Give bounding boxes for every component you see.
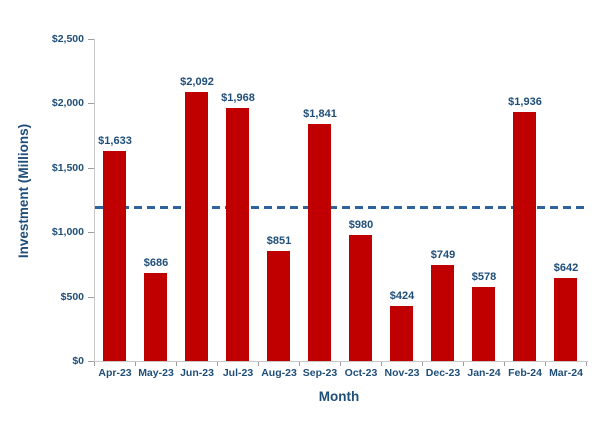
x-tick-label: May-23	[138, 367, 174, 379]
bar-value-label: $749	[430, 249, 456, 261]
y-axis-line	[94, 39, 95, 362]
bar	[349, 235, 372, 361]
bar	[554, 278, 577, 361]
x-tick	[340, 362, 341, 366]
average-reference-line	[95, 206, 588, 209]
x-tick-label: Dec-23	[425, 367, 461, 379]
y-tick	[88, 361, 94, 362]
x-tick	[299, 362, 300, 366]
y-tick-label: $2,000	[51, 97, 84, 109]
bar	[513, 112, 536, 361]
bar-value-label: $1,633	[98, 135, 132, 147]
bar-value-label: $980	[348, 219, 374, 231]
x-tick	[176, 362, 177, 366]
x-tick-label: Aug-23	[261, 367, 297, 379]
y-tick-label: $500	[60, 291, 84, 303]
y-tick	[88, 39, 94, 40]
bar	[185, 92, 208, 361]
bar	[267, 251, 290, 361]
x-axis-title: Month	[318, 389, 360, 404]
x-tick	[545, 362, 546, 366]
bar	[226, 108, 249, 361]
bar-value-label: $424	[389, 290, 415, 302]
x-tick-label: Apr-23	[98, 367, 132, 379]
bar-value-label: $578	[471, 271, 497, 283]
bar	[390, 306, 413, 361]
y-tick	[88, 232, 94, 233]
y-tick-label: $2,500	[51, 33, 84, 45]
bar-value-label: $642	[553, 262, 579, 274]
y-tick	[88, 103, 94, 104]
x-tick	[135, 362, 136, 366]
x-tick-label: Feb-24	[508, 367, 542, 379]
y-tick-label: $0	[72, 355, 84, 367]
x-axis-line	[94, 361, 588, 362]
x-tick	[504, 362, 505, 366]
x-tick	[258, 362, 259, 366]
x-tick	[217, 362, 218, 366]
x-tick-label: Jun-23	[180, 367, 214, 379]
bar	[431, 265, 454, 361]
bar	[144, 273, 167, 361]
x-tick-label: Mar-24	[549, 367, 583, 379]
x-tick	[586, 362, 587, 366]
bar	[103, 151, 126, 361]
x-tick	[422, 362, 423, 366]
x-tick-label: Sep-23	[302, 367, 338, 379]
bar-value-label: $851	[266, 235, 292, 247]
bar-value-label: $686	[143, 257, 169, 269]
x-tick	[94, 362, 95, 366]
bar-value-label: $2,092	[180, 76, 214, 88]
bar-value-label: $1,936	[508, 96, 542, 108]
x-tick	[381, 362, 382, 366]
bar-value-label: $1,841	[303, 108, 337, 120]
x-tick	[463, 362, 464, 366]
x-tick-label: Nov-23	[384, 367, 420, 379]
x-tick-label: Oct-23	[344, 367, 378, 379]
y-tick-label: $1,000	[51, 226, 84, 238]
y-tick	[88, 297, 94, 298]
y-tick-label: $1,500	[51, 162, 84, 174]
x-tick-label: Jan-24	[467, 367, 501, 379]
bar	[308, 124, 331, 361]
y-tick	[88, 168, 94, 169]
bar-value-label: $1,968	[221, 92, 255, 104]
x-tick-label: Jul-23	[222, 367, 254, 379]
bar	[472, 287, 495, 361]
